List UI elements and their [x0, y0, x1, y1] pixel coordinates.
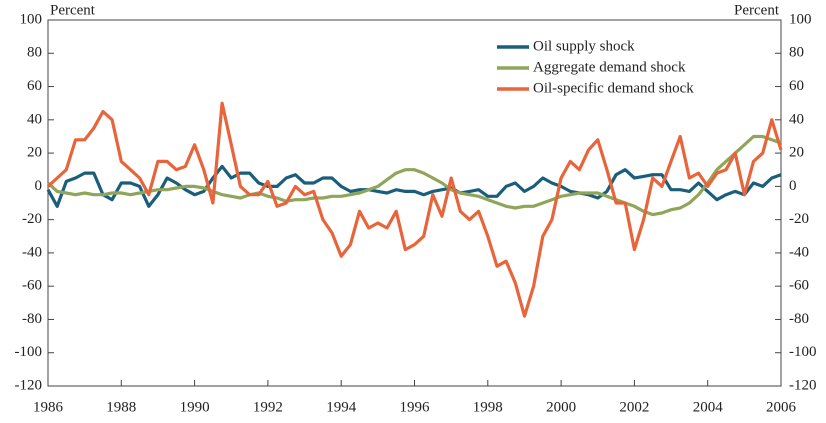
series-line: [46, 101, 783, 318]
y2-tick-label: 40: [789, 111, 804, 127]
y2-tick-label: -40: [789, 244, 809, 260]
y2-tick-label: -20: [789, 211, 809, 227]
x-tick-label: 1986: [33, 399, 64, 415]
series-line: [46, 134, 782, 217]
legend-label: Oil-specific demand shock: [533, 80, 694, 96]
y2-tick-label: 100: [789, 11, 812, 27]
x-tick-label: 1996: [400, 399, 431, 415]
y-tick-label: 100: [20, 11, 43, 27]
y-tick-label: -20: [22, 211, 42, 227]
x-tick-label: 2004: [693, 399, 724, 415]
x-tick-label: 1990: [180, 399, 210, 415]
y2-tick-label: -60: [789, 278, 809, 294]
y-tick-label: -40: [22, 244, 42, 260]
y-tick-label: -80: [22, 311, 42, 327]
y-tick-label: 60: [27, 78, 42, 94]
x-tick-label: 2006: [766, 399, 797, 415]
y2-tick-label: 80: [789, 45, 804, 61]
y-axis-label: Percent: [50, 2, 96, 18]
x-tick-label: 1988: [106, 399, 136, 415]
x-tick-label: 1994: [326, 399, 357, 415]
y-tick-label: 0: [35, 178, 43, 194]
y2-tick-label: -80: [789, 311, 809, 327]
x-tick-label: 2002: [619, 399, 649, 415]
y-tick-label: 80: [27, 45, 42, 61]
y2-tick-label: -120: [789, 377, 817, 393]
y2-axis-label: Percent: [734, 2, 780, 18]
legend-label: Oil supply shock: [533, 38, 635, 54]
y2-tick-label: 0: [789, 178, 797, 194]
y-tick-label: 20: [27, 145, 42, 161]
y2-tick-label: 20: [789, 145, 804, 161]
y2-tick-label: 60: [789, 78, 804, 94]
series-line: [46, 164, 782, 208]
y-tick-label: -100: [15, 344, 43, 360]
x-tick-label: 1992: [253, 399, 283, 415]
legend-label: Aggregate demand shock: [533, 59, 686, 75]
y-tick-label: -120: [15, 377, 43, 393]
y2-tick-label: -100: [789, 344, 817, 360]
x-tick-label: 1998: [473, 399, 503, 415]
y-tick-label: -60: [22, 278, 42, 294]
x-tick-label: 2000: [546, 399, 576, 415]
y-tick-label: 40: [27, 111, 42, 127]
